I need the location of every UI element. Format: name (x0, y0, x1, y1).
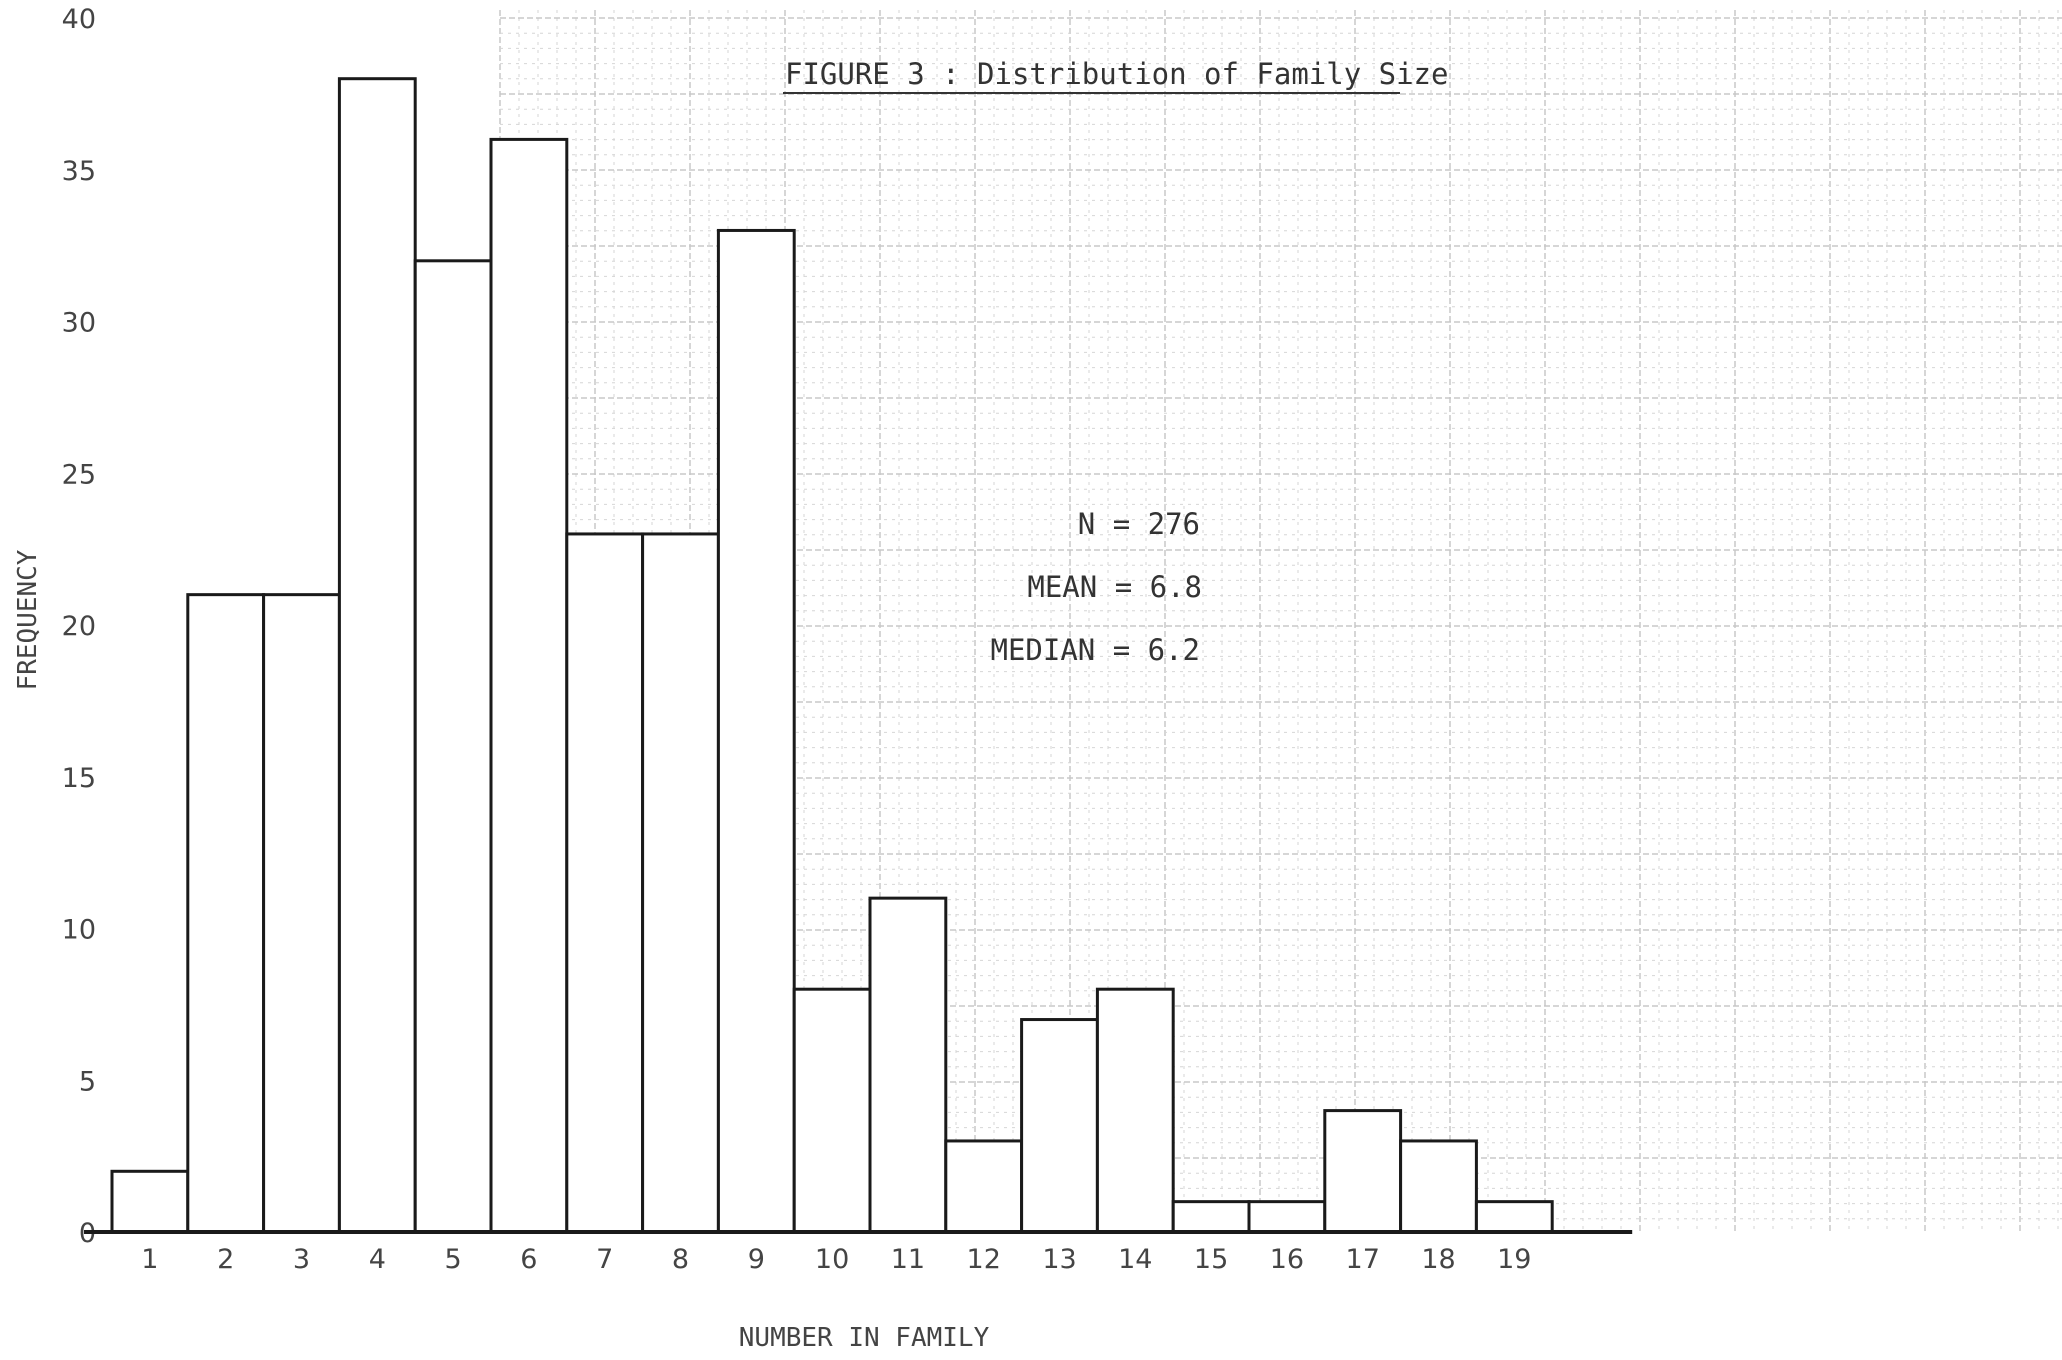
x-tick-label: 9 (748, 1244, 765, 1275)
bar-1 (110, 1169, 190, 1234)
bar-4 (337, 77, 417, 1234)
y-axis-ticks: 0510152025303540 (62, 4, 96, 1249)
x-tick-label: 1 (141, 1244, 158, 1275)
y-tick-label: 10 (62, 915, 96, 946)
x-tick-label: 5 (445, 1244, 462, 1275)
y-tick-label: 30 (62, 308, 96, 339)
x-tick-label: 12 (967, 1244, 1001, 1275)
bar-3 (262, 593, 341, 1234)
y-tick-label: 35 (62, 156, 96, 187)
bar-16 (1247, 1200, 1327, 1234)
stat-mean: MEAN = 6.8 (1027, 570, 1202, 604)
bar-19 (1474, 1200, 1554, 1234)
x-tick-label: 7 (596, 1244, 613, 1275)
x-tick-label: 6 (520, 1244, 537, 1275)
x-tick-label: 18 (1421, 1244, 1455, 1275)
bar-9 (716, 228, 796, 1234)
y-tick-label: 5 (79, 1066, 96, 1097)
x-tick-label: 13 (1042, 1244, 1076, 1275)
x-tick-label: 19 (1497, 1244, 1531, 1275)
x-tick-label: 10 (815, 1244, 849, 1275)
bar-13 (1020, 1018, 1099, 1234)
y-tick-label: 25 (62, 459, 96, 490)
x-axis-ticks: 1 2 3 4 5 6 7 8 9 10 11 12 13 14 15 16 17 18 19 (141, 1244, 1531, 1275)
bar-6 (489, 137, 569, 1234)
y-tick-label: 15 (62, 763, 96, 794)
bar-14 (1095, 987, 1175, 1234)
bar-8 (641, 532, 720, 1234)
bar-10 (792, 987, 872, 1234)
bar-17 (1323, 1109, 1403, 1234)
x-tick-label: 2 (217, 1244, 234, 1275)
x-tick-label: 4 (369, 1244, 386, 1275)
bar-15 (1171, 1200, 1251, 1234)
bar-11 (868, 896, 948, 1234)
bars (110, 77, 1554, 1234)
x-tick-label: 14 (1118, 1244, 1152, 1275)
y-tick-label: 20 (62, 611, 96, 642)
x-tick-label: 15 (1194, 1244, 1228, 1275)
x-tick-label: 8 (672, 1244, 689, 1275)
x-tick-label: 3 (293, 1244, 310, 1275)
x-tick-label: 11 (891, 1244, 925, 1275)
bar-18 (1399, 1139, 1478, 1234)
bar-12 (944, 1139, 1024, 1234)
stat-median: MEDIAN = 6.2 (990, 633, 1200, 667)
chart-title: FIGURE 3 : Distribution of Family Size (785, 57, 1448, 91)
x-tick-label: 17 (1346, 1244, 1380, 1275)
bar-7 (565, 532, 645, 1234)
y-tick-label: 40 (62, 4, 96, 35)
y-axis-label: FREQUENCY (13, 549, 43, 690)
x-tick-label: 16 (1270, 1244, 1304, 1275)
stat-n: N = 276 (1078, 507, 1200, 541)
x-axis-label: NUMBER IN FAMILY (739, 1323, 990, 1353)
bar-2 (186, 593, 266, 1234)
bar-5 (413, 259, 493, 1234)
